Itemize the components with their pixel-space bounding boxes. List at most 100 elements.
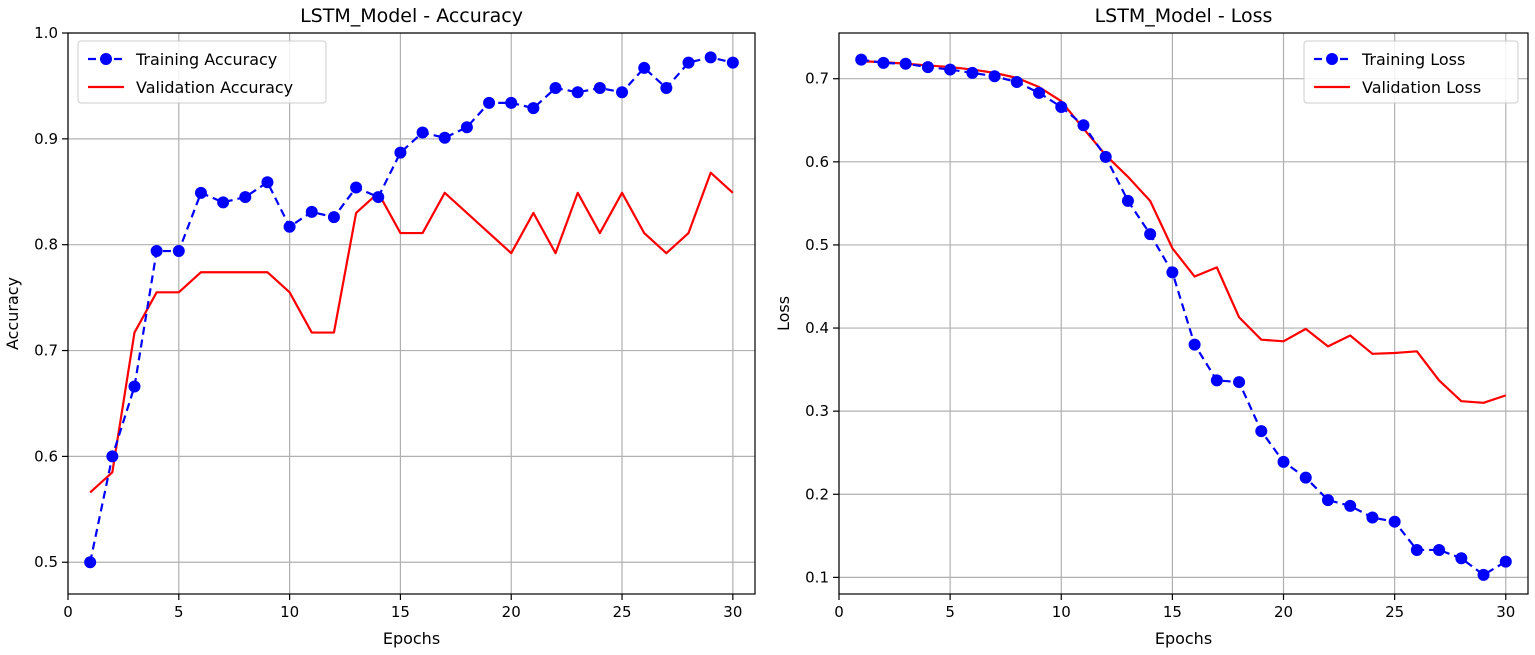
- loss-x-tick-label: 20: [1274, 603, 1293, 621]
- loss-plot-frame: [838, 32, 1529, 595]
- loss-x-axis-label: Epochs: [1155, 629, 1212, 648]
- training-loss-point: [1344, 499, 1357, 512]
- loss-y-tick-label: 0.3: [805, 402, 829, 420]
- training-loss-point: [1233, 376, 1246, 389]
- accuracy-grid: [67, 32, 755, 594]
- accuracy-y-tick-label: 1.0: [34, 24, 58, 42]
- loss-y-tick-label: 0.1: [805, 568, 829, 586]
- training-loss-point: [1410, 543, 1423, 556]
- training-accuracy-point: [283, 220, 296, 233]
- validation-loss-line: [861, 60, 1507, 404]
- training-accuracy-point: [704, 51, 717, 64]
- training-loss-point: [1366, 511, 1379, 524]
- training-accuracy-point: [261, 176, 274, 189]
- legend-validation-loss-label: Validation Loss: [1362, 78, 1481, 97]
- training-loss-point: [1033, 86, 1046, 99]
- training-accuracy-legend-marker: [100, 53, 112, 65]
- loss-legend: Training Loss Validation Loss: [1303, 40, 1519, 104]
- training-accuracy-point: [460, 121, 473, 134]
- training-loss-point: [1210, 374, 1223, 387]
- accuracy-y-tick-label: 0.7: [34, 342, 58, 360]
- training-accuracy-point: [416, 126, 429, 139]
- training-accuracy-point: [84, 556, 97, 569]
- training-loss-point: [855, 53, 868, 66]
- training-accuracy-point: [128, 380, 141, 393]
- loss-x-tick-label: 25: [1385, 603, 1404, 621]
- training-accuracy-point: [172, 245, 185, 258]
- training-accuracy-point: [571, 86, 584, 99]
- training-accuracy-point: [660, 82, 673, 95]
- training-accuracy-point: [394, 146, 407, 159]
- loss-ticks: 0 5 10 15 20 25 30 0.1 0.2 0.3 0.4 0.5 0.6 0.7: [805, 70, 1515, 621]
- loss-y-tick-label: 0.4: [805, 319, 829, 337]
- legend-training-loss-symbol: [1314, 53, 1350, 65]
- loss-y-tick-label: 0.5: [805, 236, 829, 254]
- training-loss-point: [1188, 338, 1201, 351]
- training-loss-point: [1499, 555, 1512, 568]
- training-loss-point: [1055, 100, 1068, 113]
- loss-y-tick-label: 0.2: [805, 485, 829, 503]
- loss-x-tick-label: 5: [945, 603, 955, 621]
- training-loss-point: [1255, 425, 1268, 438]
- accuracy-y-tick-label: 0.6: [34, 447, 58, 465]
- accuracy-x-tick-label: 25: [612, 603, 631, 621]
- training-accuracy-point: [505, 96, 518, 109]
- training-loss-point: [1277, 455, 1290, 468]
- accuracy-x-tick-label: 30: [723, 603, 742, 621]
- training-loss-point: [877, 56, 890, 69]
- loss-legend-box: [1303, 40, 1519, 104]
- loss-x-tick-label: 0: [834, 603, 844, 621]
- training-loss-point: [1121, 194, 1134, 207]
- training-accuracy-point: [438, 131, 451, 144]
- training-loss-point: [1077, 119, 1090, 132]
- accuracy-chart-title: LSTM_Model - Accuracy: [300, 5, 523, 27]
- legend-validation-accuracy-label: Validation Accuracy: [136, 78, 293, 97]
- loss-y-tick-label: 0.6: [805, 153, 829, 171]
- training-loss-point: [1477, 568, 1490, 581]
- training-loss-point: [1388, 515, 1401, 528]
- training-loss-line: [861, 58, 1507, 576]
- accuracy-legend-box: [77, 40, 327, 104]
- training-accuracy-point: [327, 211, 340, 224]
- accuracy-x-tick-label: 5: [174, 603, 184, 621]
- training-loss-point: [1321, 494, 1334, 507]
- accuracy-x-tick-label: 20: [502, 603, 521, 621]
- training-loss-point: [899, 57, 912, 70]
- training-loss-point: [944, 63, 957, 76]
- accuracy-x-tick-label: 0: [63, 603, 73, 621]
- accuracy-x-tick-label: 15: [391, 603, 410, 621]
- training-accuracy-point: [106, 450, 119, 463]
- training-loss-point: [1166, 266, 1179, 279]
- training-accuracy-point: [638, 61, 651, 74]
- training-accuracy-point: [726, 56, 739, 69]
- training-accuracy-point: [549, 82, 562, 95]
- accuracy-y-axis-label: Accuracy: [3, 277, 22, 350]
- training-loss-point: [1010, 76, 1023, 89]
- training-loss-point: [966, 66, 979, 79]
- training-loss-point: [1455, 552, 1468, 565]
- training-accuracy-point: [483, 96, 496, 109]
- loss-chart: 0 5 10 15 20 25 30 0.1 0.2 0.3 0.4 0.5 0.6 0.7 LSTM_M…: [774, 5, 1529, 648]
- training-loss-point: [988, 70, 1001, 83]
- legend-training-accuracy-symbol: [88, 53, 124, 65]
- training-loss-point: [1433, 543, 1446, 556]
- accuracy-y-tick-label: 0.5: [34, 553, 58, 571]
- training-loss-point: [1299, 471, 1312, 484]
- training-loss-legend-marker: [1326, 53, 1338, 65]
- loss-y-tick-label: 0.7: [805, 70, 829, 88]
- loss-grid: [838, 33, 1528, 594]
- loss-x-tick-label: 15: [1163, 603, 1182, 621]
- loss-series-layer: [855, 53, 1512, 581]
- training-accuracy-point: [150, 245, 163, 258]
- loss-chart-title: LSTM_Model - Loss: [1095, 5, 1273, 27]
- training-loss-point: [1144, 228, 1157, 241]
- accuracy-series-layer: [84, 51, 739, 569]
- training-loss-point: [1099, 150, 1112, 163]
- accuracy-plot-frame: [67, 32, 756, 595]
- training-accuracy-point: [372, 191, 385, 204]
- loss-x-tick-label: 30: [1496, 603, 1515, 621]
- training-accuracy-point: [350, 181, 363, 194]
- training-accuracy-point: [305, 205, 318, 218]
- training-accuracy-point: [593, 82, 606, 95]
